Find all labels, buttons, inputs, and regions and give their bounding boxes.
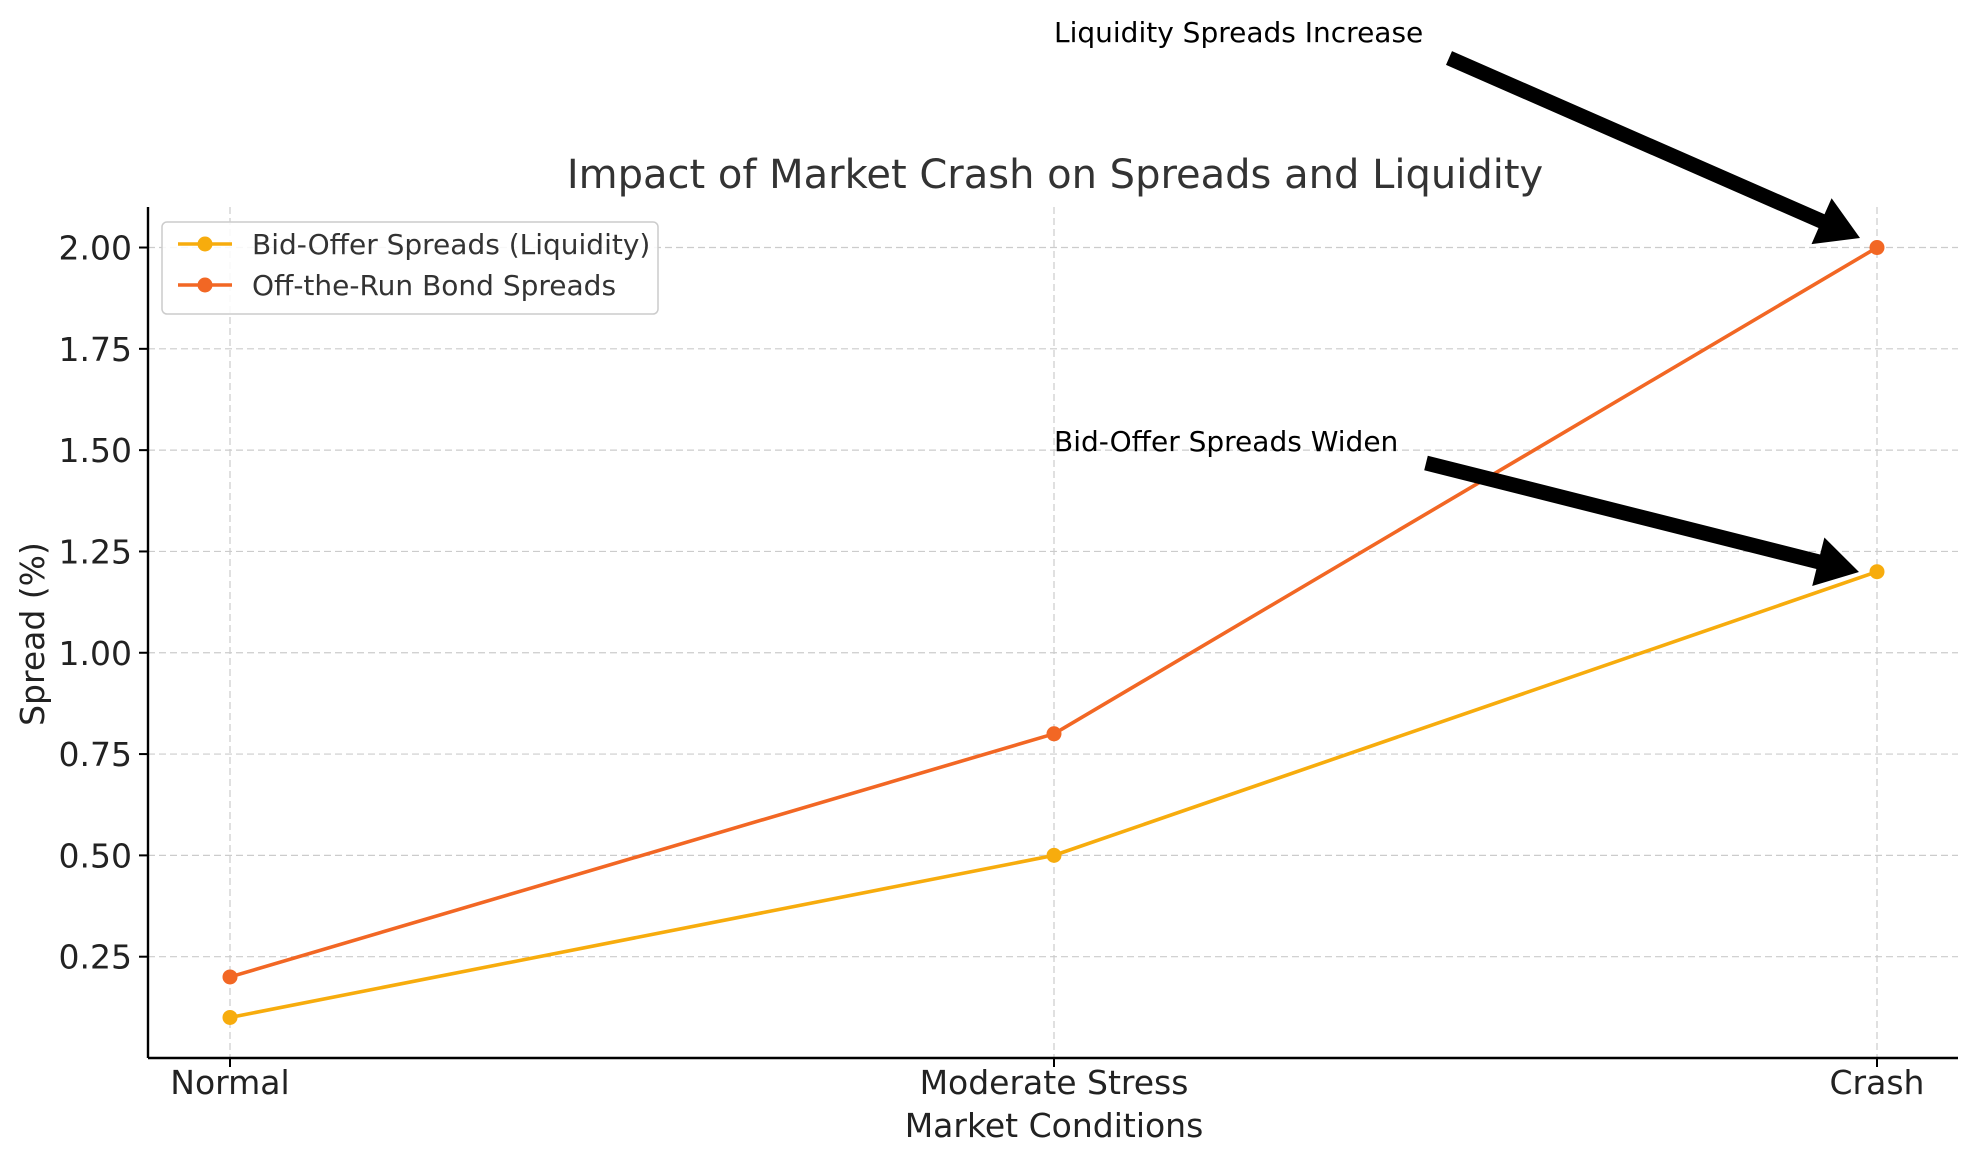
legend-box: [161, 221, 659, 315]
annotation-text-1: Bid-Offer Spreads Widen: [1054, 425, 1398, 458]
series-1-point-0: [222, 969, 238, 985]
y-tick-label-1: 0.50: [59, 836, 132, 875]
x-axis-label: Market Conditions: [905, 1106, 1204, 1145]
grid: [148, 207, 1958, 1058]
y-axis-label: Spread (%): [13, 542, 52, 726]
y-tick-label-5: 1.50: [59, 431, 132, 470]
y-tick-label-4: 1.25: [59, 532, 132, 571]
y-tick-label-3: 1.00: [59, 634, 132, 673]
annotation-text-0: Liquidity Spreads Increase: [1054, 16, 1423, 49]
series-1-point-1: [1046, 726, 1062, 742]
y-tick-label-6: 1.75: [59, 330, 132, 369]
series-0-point-1: [1046, 847, 1062, 863]
series-1-point-2: [1869, 240, 1885, 256]
chart-title: Impact of Market Crash on Spreads and Li…: [567, 152, 1543, 198]
y-tick-label-2: 0.75: [59, 735, 132, 774]
x-tick-label-1: Moderate Stress: [920, 1063, 1189, 1102]
x-tick-label-2: Crash: [1830, 1063, 1925, 1102]
y-tick-label-7: 2.00: [59, 229, 132, 268]
legend: Bid-Offer Spreads (Liquidity) Off-the-Run…: [161, 221, 659, 315]
legend-swatch-marker-1: [197, 277, 213, 293]
axes: [146, 207, 1958, 1060]
legend-label-1: Off-the-Run Bond Spreads: [252, 269, 616, 302]
annotation-arrow-1: [1424, 455, 1859, 586]
annotation-arrow-0: [1446, 51, 1860, 245]
legend-swatch-marker-0: [197, 236, 213, 252]
series-group: [222, 240, 1885, 1025]
series-0-point-2: [1869, 564, 1885, 580]
annotations: Liquidity Spreads Increase Bid-Offer Spre…: [1054, 16, 1860, 586]
y-tick-label-0: 0.25: [59, 938, 132, 977]
legend-label-0: Bid-Offer Spreads (Liquidity): [252, 228, 650, 261]
ticks: 0.25 0.50 0.75 1.00 1.25 1.50 1.75 2.00 Normal Mo…: [59, 229, 1925, 1102]
x-tick-label-0: Normal: [170, 1063, 289, 1102]
series-0-point-0: [222, 1009, 238, 1025]
